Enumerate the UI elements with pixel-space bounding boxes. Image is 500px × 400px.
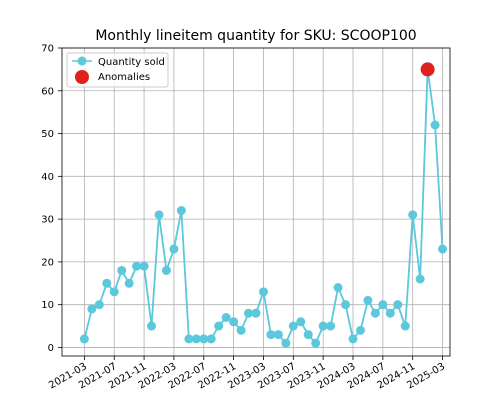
legend-box [66,52,169,88]
grid-lines [62,47,450,356]
data-point-quantity-sold [79,334,89,344]
data-point-quantity-sold [154,210,164,220]
data-point-quantity-sold [333,283,343,293]
data-point-quantity-sold [378,300,388,310]
data-point-quantity-sold [341,300,351,310]
data-point-quantity-sold [206,334,216,344]
data-point-quantity-sold [266,330,276,340]
data-point-quantity-sold [408,210,418,220]
data-point-quantity-sold [124,278,134,288]
legend-label-quantity: Quantity sold [98,57,165,68]
data-point-quantity-sold [281,338,291,348]
data-point-quantity-sold [184,334,194,344]
y-tick-label: 60 [41,86,54,97]
data-point-quantity-sold [348,334,358,344]
data-point-quantity-sold [117,265,127,275]
data-point-quantity-sold [355,325,365,335]
y-tick-label: 0 [48,343,54,354]
data-point-quantity-sold [273,330,283,340]
data-point-quantity-sold [393,300,403,310]
y-tick-label: 40 [41,172,54,183]
data-point-quantity-sold [318,321,328,331]
data-point-quantity-sold [438,244,448,254]
legend-marker-anomalies [75,70,89,84]
y-tick-label: 10 [41,300,54,311]
data-point-quantity-sold [296,317,306,327]
data-point-quantity-sold [139,261,149,271]
data-point-quantity-sold [169,244,179,254]
y-tick-label: 70 [41,44,54,55]
legend: Quantity sold Anomalies [66,52,169,88]
data-point-quantity-sold [415,274,425,284]
plot-area [79,62,448,348]
plot-frame [61,47,451,357]
data-point-quantity-sold [214,321,224,331]
data-point-quantity-sold [385,308,395,318]
data-point-quantity-sold [363,295,373,305]
data-point-quantity-sold [109,287,119,297]
data-point-quantity-sold [161,265,171,275]
data-point-quantity-sold [430,120,440,130]
data-point-quantity-sold [311,338,321,348]
data-point-quantity-sold [221,313,231,322]
data-point-quantity-sold [132,261,142,271]
data-point-quantity-sold [191,334,201,344]
chart-title: Monthly lineitem quantity for SKU: SCOOP… [95,28,416,44]
data-point-quantity-sold [370,308,380,318]
data-point-quantity-sold [94,300,104,310]
y-tick-label: 20 [41,257,54,268]
legend-marker-quantity [77,56,87,66]
data-point-quantity-sold [251,308,261,318]
data-point-quantity-sold [326,321,336,331]
data-point-quantity-sold [199,334,209,344]
data-point-quantity-sold [87,304,97,314]
data-point-quantity-sold [102,278,112,288]
data-point-quantity-sold [244,308,254,318]
data-point-quantity-sold [258,287,268,297]
y-tick-label: 30 [41,215,54,226]
axes: 2021-032021-072021-112022-032022-072022-… [41,44,451,391]
data-point-quantity-sold [147,321,157,331]
data-point-quantity-sold [288,321,298,331]
data-point-quantity-sold [236,325,246,335]
legend-label-anomalies: Anomalies [98,72,150,83]
data-point-quantity-sold [176,206,186,216]
data-point-quantity-sold [400,321,410,331]
data-point-anomaly [420,62,435,77]
data-point-quantity-sold [303,330,313,340]
data-point-quantity-sold [229,317,239,327]
y-tick-label: 50 [41,129,54,140]
